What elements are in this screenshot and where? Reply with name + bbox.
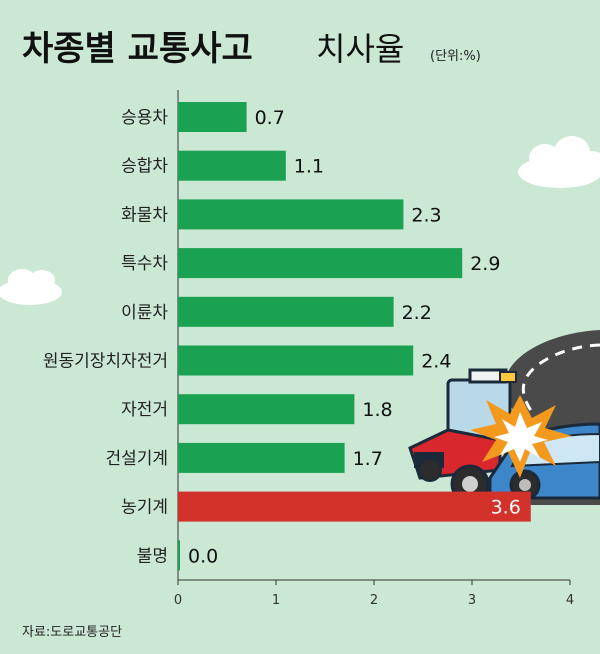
x-tick-label-3: 3	[468, 593, 476, 608]
x-tick-label-0: 0	[174, 593, 182, 608]
value-label-0: 0.7	[255, 107, 285, 129]
value-label-6: 1.8	[362, 399, 392, 421]
bar-5	[178, 345, 414, 376]
category-label-3: 특수차	[121, 254, 168, 274]
x-tick-label-1: 1	[272, 593, 280, 608]
value-label-2: 2.3	[411, 204, 441, 226]
value-label-9: 0.0	[188, 545, 218, 567]
cloud-right-icon	[518, 136, 600, 188]
bar-7	[178, 442, 345, 473]
bar-0	[178, 102, 247, 132]
value-label-4: 2.2	[402, 302, 432, 324]
category-label-9: 불명	[137, 546, 168, 566]
category-label-4: 이륜차	[121, 303, 168, 323]
unit-label: (단위:%)	[430, 49, 481, 64]
x-tick-label-2: 2	[370, 593, 378, 608]
bar-6	[178, 394, 355, 425]
value-label-5: 2.4	[421, 351, 451, 373]
category-label-0: 승용차	[121, 108, 168, 128]
category-label-1: 승합차	[121, 157, 168, 177]
chart-title-secondary: 치사율	[316, 30, 404, 68]
bar-3	[178, 248, 463, 279]
crash-burst-icon	[470, 395, 572, 478]
tractor-icon	[408, 368, 517, 504]
value-label-1: 1.1	[294, 156, 324, 178]
value-label-3: 2.9	[470, 253, 500, 275]
category-label-2: 화물차	[121, 205, 168, 225]
x-tick-label-4: 4	[566, 593, 574, 608]
cloud-left-icon	[0, 269, 62, 305]
source-note: 자료:도로교통공단	[22, 625, 122, 640]
bar-2	[178, 199, 404, 230]
bar-9	[178, 540, 180, 571]
bar-8	[178, 491, 531, 522]
category-label-7: 건설기계	[105, 449, 168, 469]
value-label-8: 3.6	[491, 497, 521, 519]
category-label-5: 원동기장치자전거	[43, 352, 168, 372]
category-label-8: 농기계	[121, 498, 168, 518]
chart-title: 차종별 교통사고	[22, 29, 253, 69]
bar-4	[178, 296, 394, 327]
bar-1	[178, 150, 286, 181]
category-label-6: 자전거	[121, 400, 168, 420]
value-label-7: 1.7	[353, 448, 383, 470]
